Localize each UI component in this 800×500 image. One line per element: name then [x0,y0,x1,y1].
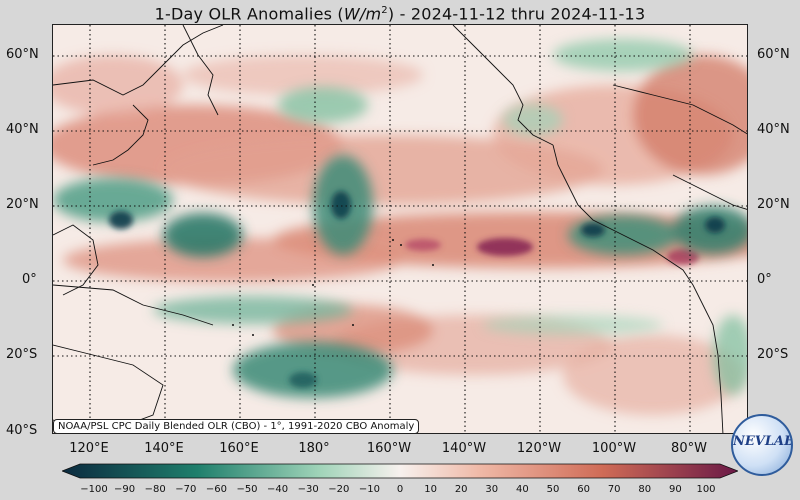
coastline-gulf [672,174,747,210]
colorbar-tick-label: 60 [577,484,590,495]
colorbar-tick-label: −30 [297,484,319,495]
lat-label-40n-right: 40°N [757,122,790,137]
colorbar-tick-label: 30 [485,484,499,495]
colorbar-tick-label: 20 [454,484,468,495]
lab-logo: NEVLAB [731,414,793,476]
colorbar-tick-label: −90 [114,484,136,495]
colorbar-tick-label: −40 [267,484,289,495]
coastline-south-america-west [667,259,724,433]
source-annotation: NOAA/PSL CPC Daily Blended OLR (CBO) - 1… [53,419,420,434]
colorbar-tick-label: −60 [205,484,227,495]
lon-label-120e: 120°E [69,441,109,456]
colorbar-tick-label: −10 [358,484,380,495]
lat-label-equator: 0° [22,272,37,287]
coastline-north-america-west [552,144,669,261]
colorbar-tick-label: 90 [669,484,682,495]
map-canvas [53,25,747,433]
lat-label-40s: 40°S [6,423,38,438]
lat-label-60n-right: 60°N [757,47,790,62]
lon-label-160w: 160°W [366,441,412,456]
map-title: 1-Day OLR Anomalies (W/m2) - 2024-11-12 … [0,0,800,25]
colorbar [62,463,738,479]
graticule [53,25,747,433]
colorbar-tick-label: 50 [546,484,560,495]
colorbar-tick-label: 70 [607,484,621,495]
lon-label-120w: 120°W [516,441,562,456]
lon-label-160e: 160°E [219,441,259,456]
islands [232,239,434,336]
coastline-kamchatka [182,25,219,116]
lat-label-20n-right: 20°N [757,197,790,212]
colorbar-tick-label: 40 [516,484,529,495]
title-suffix: ) - 2024-11-12 thru 2024-11-13 [387,4,646,24]
lon-label-140w: 140°W [441,441,487,456]
colorbar-tick-label: −20 [328,484,350,495]
lat-label-equator-right: 0° [757,272,772,287]
colorbar-tick-label: −50 [236,484,258,495]
colorbar-tick-label: 0 [396,484,404,495]
lon-label-80w: 80°W [671,441,707,456]
lon-label-140e: 140°E [144,441,184,456]
title-unit: W/m [343,4,382,24]
colorbar-tick-label: −100 [80,484,108,495]
strong-negative-anomaly [109,191,725,388]
coastline-new-guinea [53,284,214,326]
coastline-north-america-north [612,84,747,135]
colorbar-tick-label: 100 [696,484,716,495]
anomaly-map [52,24,748,434]
coastline-alaska [452,25,554,146]
colorbar-tick-label: 80 [638,484,652,495]
lat-label-20n: 20°N [6,197,39,212]
lat-label-20s-right: 20°S [757,347,789,362]
colorbar-tick-label: −80 [144,484,166,495]
coastline-asia-east [53,25,224,96]
title-prefix: 1-Day OLR Anomalies ( [154,4,344,24]
lon-label-180: 180° [298,441,330,456]
colorbar-ramp [62,463,738,479]
title-unit-exponent: 2 [381,5,388,16]
strong-positive-anomaly [405,238,699,265]
coastline-philippines [53,224,99,296]
positive-anomaly-fields [53,55,747,415]
logo-text: NEVLAB [733,434,793,449]
colorbar-tick-label: −70 [175,484,197,495]
coastlines [53,25,747,433]
lat-label-60n: 60°N [6,47,39,62]
lat-label-40n: 40°N [6,122,39,137]
lat-label-20s: 20°S [6,347,38,362]
lon-label-100w: 100°W [591,441,637,456]
colorbar-tick-label: 10 [424,484,437,495]
coastline-japan [92,104,149,166]
